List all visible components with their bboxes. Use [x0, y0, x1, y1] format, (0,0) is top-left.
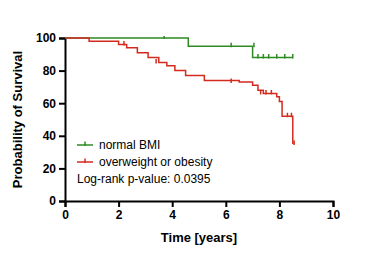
tick: 4 — [169, 201, 176, 222]
tick: 60 — [43, 97, 65, 111]
marks — [65, 36, 294, 145]
legend-label: normal BMI — [99, 138, 160, 152]
tick-label: 4 — [169, 208, 176, 222]
censor-mark — [257, 54, 259, 59]
censor-mark — [253, 43, 255, 48]
censor-mark — [268, 54, 270, 59]
tick-label: 0 — [49, 194, 56, 208]
censor-mark — [287, 113, 289, 118]
legend-item: overweight or obesity — [77, 155, 212, 169]
axis-line — [59, 39, 66, 202]
tick-mark — [118, 201, 120, 207]
censor-mark — [265, 90, 267, 95]
tick: 6 — [223, 201, 230, 222]
tick: 40 — [43, 129, 65, 143]
tick-mark — [59, 135, 65, 137]
tick-label: 8 — [277, 208, 284, 222]
axis-line — [66, 202, 334, 208]
tick: 20 — [43, 162, 65, 176]
tick-label: 0 — [62, 208, 69, 222]
tick-label: 80 — [43, 64, 57, 78]
tick: 0 — [49, 194, 65, 208]
tick-mark — [59, 168, 65, 170]
x-axis: 0 2 4 6 8 10 — [62, 201, 340, 222]
tick-mark — [59, 70, 65, 72]
censor-mark — [292, 54, 294, 59]
censor-mark — [263, 54, 265, 59]
censor-mark — [230, 43, 232, 48]
tick-mark — [172, 201, 174, 207]
tick: 2 — [116, 201, 123, 222]
censor-mark — [271, 90, 273, 95]
legend-item: normal BMI — [77, 138, 160, 152]
x-axis-title: Time [years] — [161, 230, 237, 245]
censor-mark — [293, 140, 295, 145]
tick: 0 — [62, 201, 69, 222]
censor-mark — [123, 41, 125, 46]
tick-label: 2 — [116, 208, 123, 222]
plot: 0246810020406080100normal BMIoverweight … — [36, 31, 341, 221]
tick-label: 40 — [43, 129, 57, 143]
legend-swatch-tick — [84, 142, 86, 147]
censor-mark — [276, 54, 278, 59]
censor-mark — [230, 79, 232, 84]
y-axis: 0 20 40 60 80 100 — [36, 31, 66, 208]
survival-line — [65, 38, 293, 144]
tick: 8 — [277, 201, 284, 222]
tick: 80 — [43, 64, 65, 78]
censor-mark — [284, 54, 286, 59]
tick-mark — [225, 201, 227, 207]
tick-mark — [333, 201, 335, 207]
tick-mark — [59, 103, 65, 105]
tick-label: 60 — [43, 97, 57, 111]
tick-label: 6 — [223, 208, 230, 222]
censor-mark — [291, 113, 293, 118]
tick-mark — [59, 38, 65, 40]
chart: 0246810020406080100normal BMIoverweight … — [0, 0, 371, 280]
tick-mark — [59, 201, 65, 203]
legend-label: overweight or obesity — [99, 155, 212, 169]
censor-mark — [260, 90, 262, 95]
annotation: Log-rank p-value: 0.0395 — [77, 172, 211, 186]
tick-label: 10 — [327, 208, 341, 222]
censor-mark — [155, 59, 157, 64]
tick-label: 100 — [36, 31, 56, 45]
tick-label: 20 — [43, 162, 57, 176]
legend: normal BMI overweight or obesity — [77, 138, 212, 169]
censor-mark — [163, 36, 165, 39]
legend-swatch-tick — [84, 159, 86, 164]
tick: 100 — [36, 31, 65, 45]
y-axis-title: Probability of Survival — [10, 51, 25, 188]
tick: 10 — [327, 201, 341, 222]
tick-mark — [279, 201, 281, 207]
